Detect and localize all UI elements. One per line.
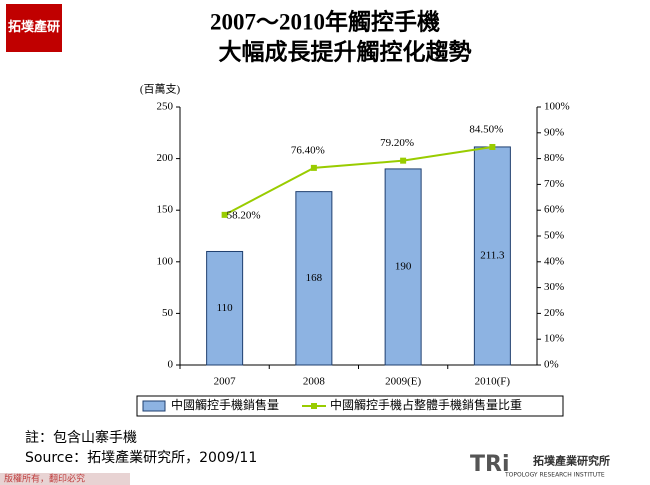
y2-tick-label: 60%: [544, 204, 564, 216]
bar: [473, 146, 511, 366]
note: 註：包含山寨手機: [25, 429, 137, 446]
line-label: 79.20%: [380, 137, 414, 149]
bar-label: 168: [306, 272, 323, 284]
x-tick-label: 2009(E): [385, 376, 421, 388]
y-axis-label: (百萬支): [140, 83, 181, 96]
brand: TRi: [470, 452, 510, 477]
y2-tick-label: 80%: [544, 152, 564, 164]
y-tick-label: 0: [168, 359, 174, 371]
bar-label: 211.3: [480, 250, 505, 262]
x-tick-label: 2007: [214, 376, 237, 388]
bar: [206, 250, 244, 366]
y2-tick-label: 40%: [544, 255, 564, 267]
title: 2007～2010年觸控手機: [210, 8, 440, 34]
y-tick-label: 150: [157, 204, 174, 216]
y2-tick-label: 20%: [544, 307, 564, 319]
source: Source：拓墣產業研究所，2009/11: [25, 449, 257, 466]
bar: [295, 191, 333, 366]
line-marker: [400, 157, 407, 164]
footer: 版權所有，翻印必究: [4, 473, 85, 485]
subtitle: 大幅成長提升觸控化趨勢: [219, 38, 472, 64]
legend-label: 中國觸控手機占整體手機銷售量比重: [330, 397, 522, 412]
line: [224, 146, 493, 216]
bar: [384, 168, 422, 366]
footer-bar: [0, 473, 130, 485]
line-label: 76.40%: [291, 144, 325, 156]
y2-tick-label: 0%: [544, 359, 559, 371]
legend-label: 中國觸控手機銷售量: [171, 397, 279, 412]
y-tick-label: 200: [157, 152, 174, 164]
line-marker: [221, 211, 228, 218]
y2-tick-label: 10%: [544, 333, 564, 345]
brand-name: 拓墣產業研究所: [533, 454, 610, 468]
corner-logo-text: 拓墣產研: [8, 19, 60, 34]
y2-tick-label: 30%: [544, 281, 564, 293]
y-tick-label: 50: [162, 307, 174, 319]
legend-swatch: [142, 400, 166, 412]
y2-tick-label: 50%: [544, 230, 564, 242]
y2-tick-label: 70%: [544, 178, 564, 190]
legend-swatch-marker: [311, 403, 317, 409]
line-marker: [489, 143, 496, 150]
y-tick-label: 250: [157, 101, 174, 113]
line-label: 58.20%: [227, 209, 261, 221]
y-tick-label: 100: [157, 255, 174, 267]
brand-english: TOPOLOGY RESEARCH INSTITUTE: [504, 472, 605, 479]
corner-logo: [6, 4, 62, 52]
x-tick-label: 2008: [303, 376, 326, 388]
y2-tick-label: 100%: [544, 101, 570, 113]
line-label: 84.50%: [469, 124, 503, 136]
y2-tick-label: 90%: [544, 126, 564, 138]
bar-label: 110: [217, 302, 234, 314]
line-marker: [310, 164, 317, 171]
legend-box: [136, 395, 564, 417]
bar-label: 190: [395, 260, 412, 272]
x-tick-label: 2010(F): [475, 376, 511, 388]
